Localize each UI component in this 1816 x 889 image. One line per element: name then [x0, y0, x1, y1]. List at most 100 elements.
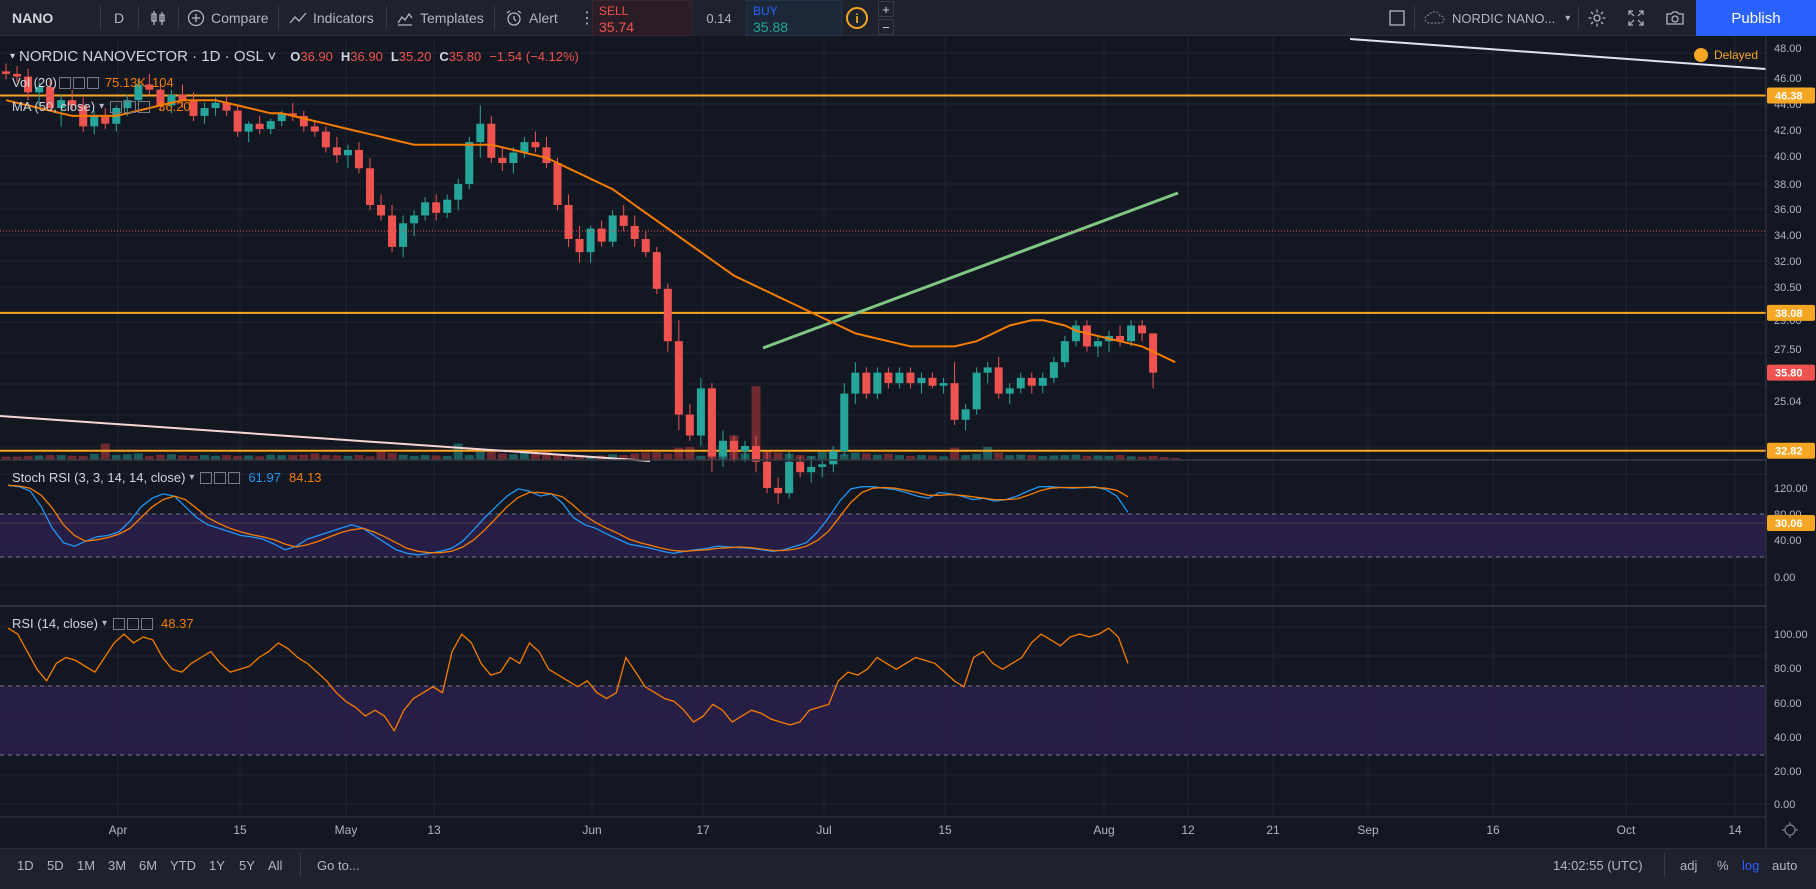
close-icon[interactable] — [138, 100, 151, 113]
collapse-icon[interactable]: ▾ — [10, 50, 16, 62]
volume-bar — [564, 455, 574, 460]
plus-circle-icon — [187, 9, 205, 27]
templates-button[interactable]: Templates — [396, 0, 484, 36]
compare-button[interactable]: Compare — [187, 0, 269, 36]
open-value: O36.90 — [290, 49, 333, 64]
range-5y-button[interactable]: 5Y — [239, 857, 255, 873]
info-icon[interactable]: i — [846, 7, 868, 29]
candle-body — [807, 466, 816, 473]
volume-bar — [1, 456, 11, 460]
price-label-text: 46.38 — [1775, 90, 1803, 102]
interval-button[interactable]: D — [114, 10, 125, 26]
symbol-search-button[interactable]: NANO — [12, 10, 54, 26]
stoch-rsi-name: Stoch RSI (3, 3, 14, 14, close) — [12, 470, 186, 485]
eye-icon[interactable] — [58, 76, 71, 89]
volume-bar — [56, 455, 66, 460]
time-tick-label: 15 — [938, 823, 952, 837]
price-axis[interactable] — [1766, 37, 1816, 817]
change-value: −1.54 (−4.12%) — [489, 49, 579, 64]
volume-bar — [431, 455, 441, 460]
gear-icon[interactable] — [214, 471, 227, 484]
eye-icon[interactable] — [110, 100, 123, 113]
price-tick-label: 32.00 — [1774, 256, 1802, 268]
gear-icon[interactable] — [127, 617, 140, 630]
candle-body — [1082, 325, 1091, 347]
close-icon[interactable] — [141, 617, 154, 630]
range-1d-button[interactable]: 1D — [17, 857, 34, 873]
time-tick-label: 21 — [1266, 823, 1280, 837]
range-3m-button[interactable]: 3M — [108, 857, 127, 873]
ma-value: 36.20 — [158, 99, 191, 114]
close-icon[interactable] — [228, 471, 241, 484]
chevron-down-icon[interactable]: ▾ — [189, 472, 195, 483]
volume-bar — [177, 455, 187, 460]
range-5d-button[interactable]: 5D — [47, 857, 64, 873]
rsi-legend[interactable]: RSI (14, close) ▾ 48.37 — [12, 616, 194, 631]
fullscreen-button[interactable] — [1627, 0, 1651, 36]
candle-body — [707, 388, 716, 457]
axis-settings-icon[interactable] — [1782, 822, 1798, 838]
candle-body — [244, 123, 253, 132]
indicators-label: Indicators — [313, 10, 374, 26]
price-tick-label: 34.00 — [1774, 230, 1802, 242]
ma-legend[interactable]: MA (50, close) ▾ 36.20 — [12, 99, 191, 114]
layout-button[interactable] — [1388, 0, 1412, 36]
candle-body — [575, 239, 584, 253]
chart-canvas[interactable]: 48.0046.0044.0042.0040.0038.0036.0034.00… — [0, 37, 1816, 848]
candle-body — [509, 152, 518, 164]
quantity-increase-button[interactable]: + — [878, 1, 894, 17]
price-tick-label: 46.00 — [1774, 73, 1802, 85]
price-label-text: 35.80 — [1775, 368, 1803, 380]
volume-bar — [398, 454, 408, 460]
eye-icon[interactable] — [200, 471, 213, 484]
volume-bar — [519, 452, 529, 460]
trend-line-top[interactable] — [1349, 38, 1767, 70]
fullscreen-icon — [1628, 10, 1644, 26]
volume-legend[interactable]: Vol (20) 75.13K 104 — [12, 75, 174, 90]
clock-display[interactable]: 14:02:55 (UTC) — [1553, 857, 1643, 873]
chevron-down-icon[interactable]: ▾ — [101, 618, 108, 629]
volume-bar — [200, 455, 210, 460]
candle-body — [862, 372, 871, 394]
log-toggle[interactable]: log — [1742, 857, 1760, 873]
auto-toggle[interactable]: auto — [1772, 857, 1798, 873]
layout-name: NORDIC NANO... — [1452, 10, 1556, 26]
time-tick-label: 14 — [1728, 823, 1742, 837]
candle-body — [619, 215, 628, 226]
bar-style-button[interactable] — [149, 0, 173, 36]
volume-bar — [1093, 455, 1103, 460]
price-tick-label: 38.00 — [1774, 179, 1802, 191]
eye-icon[interactable] — [113, 617, 126, 630]
candle-body — [763, 461, 772, 488]
range-6m-button[interactable]: 6M — [139, 857, 158, 873]
trend-line-volume[interactable] — [0, 415, 651, 462]
rsi-value: 48.37 — [161, 616, 194, 631]
gear-icon[interactable] — [124, 100, 137, 113]
adjust-toggle[interactable]: adj — [1680, 857, 1698, 873]
candle-body — [1005, 388, 1014, 394]
volume-bar — [1104, 455, 1114, 460]
quantity-decrease-button[interactable]: − — [878, 19, 894, 35]
save-layout-button[interactable]: NORDIC NANO... ▾ — [1424, 0, 1570, 36]
candle-body — [829, 451, 838, 465]
range-all-button[interactable]: All — [268, 857, 283, 873]
delayed-badge[interactable]: Delayed — [1694, 48, 1758, 62]
buy-button[interactable]: BUY 35.88 — [746, 0, 842, 36]
range-ytd-button[interactable]: YTD — [170, 857, 196, 873]
percent-toggle[interactable]: % — [1717, 857, 1729, 873]
settings-button[interactable] — [1587, 0, 1613, 36]
close-icon[interactable] — [86, 76, 99, 89]
publish-button[interactable]: Publish — [1696, 0, 1816, 36]
volume-bar — [950, 447, 960, 460]
goto-button[interactable]: Go to... — [317, 857, 360, 873]
range-1y-button[interactable]: 1Y — [209, 857, 225, 873]
chevron-down-icon[interactable]: ▾ — [99, 101, 105, 112]
gear-icon[interactable] — [72, 76, 85, 89]
range-1m-button[interactable]: 1M — [77, 857, 96, 873]
alert-button[interactable]: Alert — [505, 0, 558, 36]
stoch-rsi-legend[interactable]: Stoch RSI (3, 3, 14, 14, close) ▾ 61.97 … — [12, 470, 322, 485]
snapshot-button[interactable] — [1665, 0, 1691, 36]
sell-button[interactable]: SELL 35.74 — [592, 0, 692, 36]
volume-bar — [641, 452, 651, 460]
indicators-button[interactable]: Indicators — [289, 0, 374, 36]
